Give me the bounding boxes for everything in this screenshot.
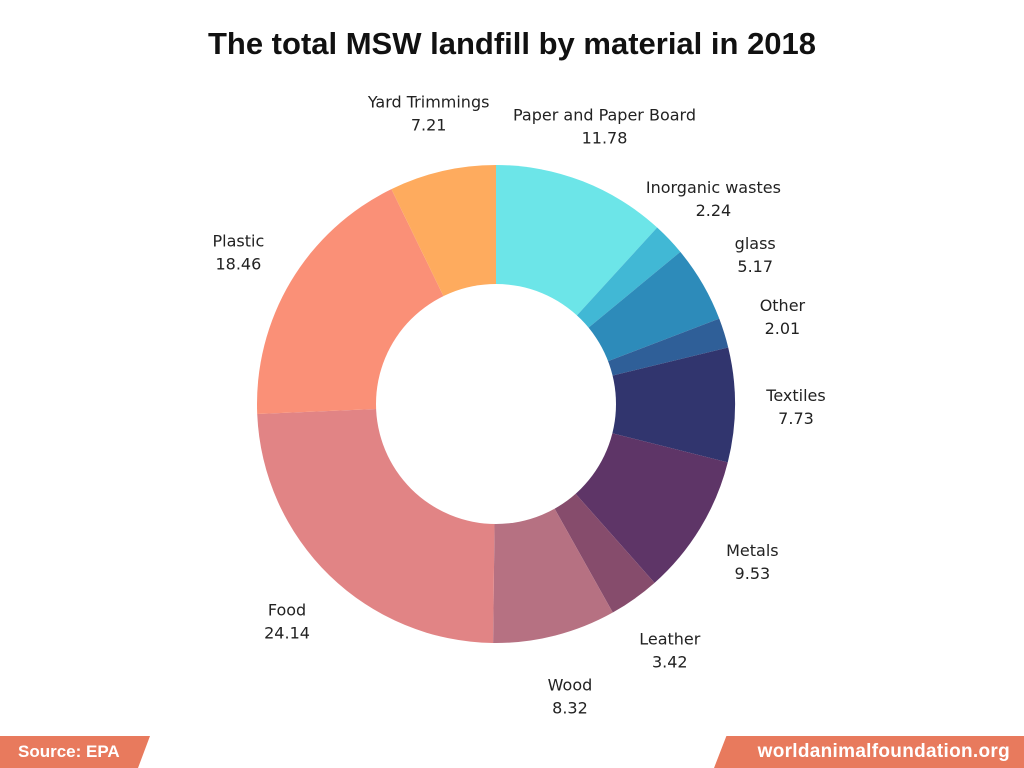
slice-label-food: Food bbox=[268, 600, 306, 619]
slice-value-leather: 3.42 bbox=[652, 653, 688, 672]
slice-value-glass: 5.17 bbox=[737, 257, 773, 276]
slice-value-paper-and-paper-board: 11.78 bbox=[582, 128, 628, 147]
slice-label-other: Other bbox=[760, 296, 806, 315]
slice-label-metals: Metals bbox=[726, 541, 779, 560]
slice-value-metals: 9.53 bbox=[735, 564, 771, 583]
slice-label-textiles: Textiles bbox=[765, 386, 825, 405]
slice-label-wood: Wood bbox=[548, 676, 593, 695]
slice-value-inorganic-wastes: 2.24 bbox=[696, 201, 732, 220]
slice-label-paper-and-paper-board: Paper and Paper Board bbox=[513, 105, 696, 124]
slice-value-wood: 8.32 bbox=[552, 699, 588, 718]
slice-value-yard-trimmings: 7.21 bbox=[411, 116, 447, 135]
site-link[interactable]: worldanimalfoundation.org bbox=[714, 736, 1024, 768]
slice-value-other: 2.01 bbox=[765, 319, 801, 338]
slice-value-plastic: 18.46 bbox=[215, 254, 261, 273]
slice-label-leather: Leather bbox=[639, 630, 701, 649]
slice-label-yard-trimmings: Yard Trimmings bbox=[367, 93, 490, 112]
labels-layer: Paper and Paper Board 11.78 Inorganic wast… bbox=[212, 93, 825, 718]
slice-label-inorganic-wastes: Inorganic wastes bbox=[646, 178, 781, 197]
donut-hole bbox=[376, 284, 616, 524]
source-badge: Source: EPA bbox=[0, 736, 150, 768]
chart-title: The total MSW landfill by material in 20… bbox=[207, 26, 817, 61]
slice-label-plastic: Plastic bbox=[212, 231, 264, 250]
slice-value-food: 24.14 bbox=[264, 623, 310, 642]
slice-label-glass: glass bbox=[735, 234, 776, 253]
slice-value-textiles: 7.73 bbox=[778, 409, 814, 428]
